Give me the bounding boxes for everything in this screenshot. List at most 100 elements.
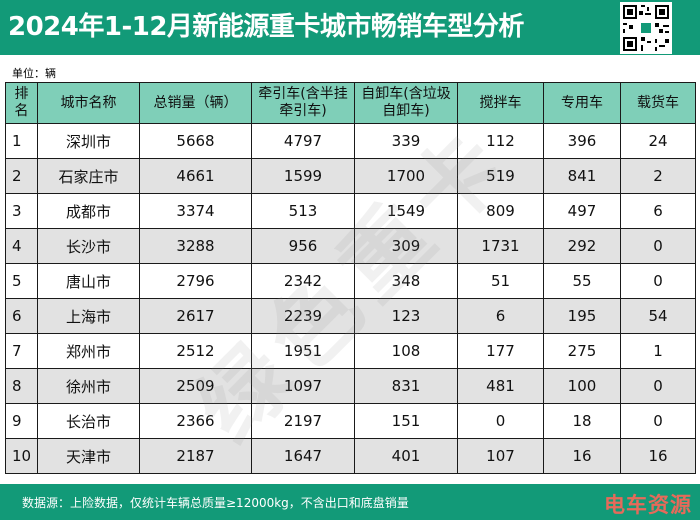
special-vehicle-cell: 841 [543, 158, 621, 194]
dump-truck-cell: 339 [354, 123, 458, 159]
city-cell: 长治市 [37, 403, 140, 439]
special-vehicle-cell: 16 [543, 438, 621, 474]
rank-cell: 2 [5, 158, 38, 194]
tractor-cell: 2342 [251, 263, 355, 299]
table-row: 9 长治市 2366 2197 151 0 18 0 [5, 403, 696, 439]
mixer-cell: 6 [457, 298, 544, 334]
city-cell: 上海市 [37, 298, 140, 334]
qr-code-icon [620, 2, 672, 54]
cargo-truck-cell: 0 [620, 368, 696, 404]
table-row: 8 徐州市 2509 1097 831 481 100 0 [5, 368, 696, 404]
total-sales-cell: 3288 [139, 228, 252, 264]
cargo-truck-cell: 16 [620, 438, 696, 474]
mixer-cell: 519 [457, 158, 544, 194]
tractor-cell: 513 [251, 193, 355, 229]
cargo-truck-cell: 0 [620, 403, 696, 439]
tractor-cell: 1647 [251, 438, 355, 474]
column-header-line: 载货车 [637, 94, 679, 111]
table-body: 1 深圳市 5668 4797 339 112 396 24 2 石家庄市 4661 1599 1700… [5, 123, 696, 474]
table-row: 3 成都市 3374 513 1549 809 497 6 [5, 193, 696, 229]
cargo-truck-cell: 1 [620, 333, 696, 369]
special-vehicle-header: 专用车 [543, 82, 621, 124]
rank-cell: 3 [5, 193, 38, 229]
dump-truck-cell: 309 [354, 228, 458, 264]
rank-cell: 4 [5, 228, 38, 264]
table-header-row: 排名城市名称 总销量（辆） 牵引车(含半挂 牵引车) 自卸车(含垃圾 自卸车) 搅拌车 专用车… [5, 82, 696, 124]
rank-header: 排名 [5, 82, 38, 124]
city-cell: 唐山市 [37, 263, 140, 299]
column-header-line: 专用车 [561, 94, 603, 111]
tractor-header: 牵引车(含半挂 牵引车) [251, 82, 355, 124]
mixer-cell: 0 [457, 403, 544, 439]
city-cell: 石家庄市 [37, 158, 140, 194]
column-header-line: 牵引车) [279, 103, 327, 119]
mixer-cell: 481 [457, 368, 544, 404]
column-header-line: 自卸车(含垃圾 [361, 86, 451, 102]
mixer-cell: 1731 [457, 228, 544, 264]
dump-truck-cell: 1549 [354, 193, 458, 229]
tractor-cell: 1599 [251, 158, 355, 194]
dump-truck-cell: 831 [354, 368, 458, 404]
table-row: 1 深圳市 5668 4797 339 112 396 24 [5, 123, 696, 159]
rank-cell: 5 [5, 263, 38, 299]
column-header-line: 总销量（辆） [153, 94, 238, 111]
mixer-cell: 107 [457, 438, 544, 474]
unit-label: 单位：辆 [12, 67, 56, 80]
cargo-truck-cell: 0 [620, 263, 696, 299]
dump-truck-cell: 108 [354, 333, 458, 369]
cargo-truck-header: 载货车 [620, 82, 696, 124]
special-vehicle-cell: 55 [543, 263, 621, 299]
tractor-cell: 4797 [251, 123, 355, 159]
cargo-truck-cell: 0 [620, 228, 696, 264]
dump-truck-cell: 151 [354, 403, 458, 439]
column-header-line: 自卸车) [382, 103, 430, 119]
tractor-cell: 1097 [251, 368, 355, 404]
page-title: 2024年1-12月新能源重卡城市畅销车型分析 [8, 12, 524, 42]
cargo-truck-cell: 24 [620, 123, 696, 159]
city-sales-table: 排名城市名称 总销量（辆） 牵引车(含半挂 牵引车) 自卸车(含垃圾 自卸车) 搅拌车 专用车… [5, 82, 696, 474]
city-cell: 徐州市 [37, 368, 140, 404]
cargo-truck-cell: 6 [620, 193, 696, 229]
dump-truck-cell: 1700 [354, 158, 458, 194]
total-sales-cell: 5668 [139, 123, 252, 159]
total-sales-cell: 2617 [139, 298, 252, 334]
city-cell: 天津市 [37, 438, 140, 474]
city-cell: 郑州市 [37, 333, 140, 369]
table-row: 10 天津市 2187 1647 401 107 16 16 [5, 438, 696, 474]
rank-cell: 1 [5, 123, 38, 159]
city-cell: 长沙市 [37, 228, 140, 264]
rank-cell: 10 [5, 438, 38, 474]
table-row: 2 石家庄市 4661 1599 1700 519 841 2 [5, 158, 696, 194]
tractor-cell: 956 [251, 228, 355, 264]
rank-cell: 9 [5, 403, 38, 439]
rank-cell: 7 [5, 333, 38, 369]
footer-bar: 数据源：上险数据，仅统计车辆总质量≥12000kg，不含出口和底盘销量 电车资源 [0, 484, 700, 520]
total-sales-cell: 2512 [139, 333, 252, 369]
total-sales-cell: 2509 [139, 368, 252, 404]
mixer-cell: 112 [457, 123, 544, 159]
brand-logo: 电车资源 [604, 493, 692, 517]
data-source-note: 数据源：上险数据，仅统计车辆总质量≥12000kg，不含出口和底盘销量 [22, 496, 409, 510]
dump-truck-cell: 348 [354, 263, 458, 299]
mixer-cell: 51 [457, 263, 544, 299]
dump-truck-cell: 123 [354, 298, 458, 334]
special-vehicle-cell: 497 [543, 193, 621, 229]
tractor-cell: 2239 [251, 298, 355, 334]
total-sales-cell: 2366 [139, 403, 252, 439]
column-header-line: 名 [14, 103, 29, 119]
special-vehicle-cell: 100 [543, 368, 621, 404]
table-row: 6 上海市 2617 2239 123 6 195 54 [5, 298, 696, 334]
tractor-cell: 1951 [251, 333, 355, 369]
special-vehicle-cell: 275 [543, 333, 621, 369]
table-row: 4 长沙市 3288 956 309 1731 292 0 [5, 228, 696, 264]
total-sales-cell: 4661 [139, 158, 252, 194]
table-row: 5 唐山市 2796 2342 348 51 55 0 [5, 263, 696, 299]
rank-cell: 6 [5, 298, 38, 334]
rank-cell: 8 [5, 368, 38, 404]
city-header: 城市名称 [37, 82, 140, 124]
special-vehicle-cell: 195 [543, 298, 621, 334]
cargo-truck-cell: 54 [620, 298, 696, 334]
city-cell: 深圳市 [37, 123, 140, 159]
total-sales-cell: 2187 [139, 438, 252, 474]
cargo-truck-cell: 2 [620, 158, 696, 194]
